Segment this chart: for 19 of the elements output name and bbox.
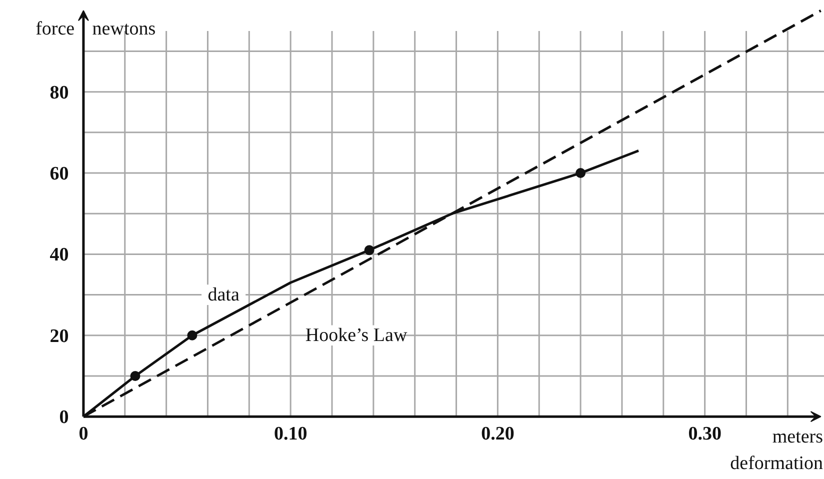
point [187,330,198,340]
annotation: newtons [92,18,156,40]
annotation: data [208,284,240,306]
annotation: Hooke’s Law [305,324,408,346]
x-tick-label: 0.20 [481,424,514,445]
x-tick-label: 0 [78,424,88,445]
y-tick-label: 20 [50,326,69,347]
x-axis-title: deformation [730,453,824,474]
y-tick-label: 0 [59,407,69,428]
point [576,168,586,178]
y-axis-title: force [36,18,75,40]
y-tick-label: 40 [50,244,69,266]
point [130,370,140,381]
y-tick-label: 60 [50,164,69,185]
x-tick-label: 0.10 [274,424,308,445]
point [364,245,374,256]
y-tick-label: 80 [50,82,69,104]
x-tick-label: 0.30 [688,424,722,445]
text: meters [772,426,824,448]
